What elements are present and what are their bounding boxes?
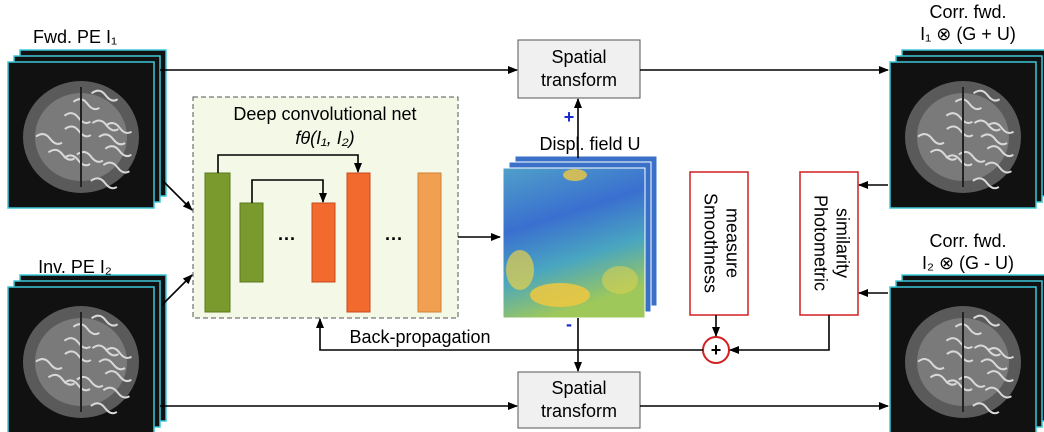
transform-label: Spatial: [551, 378, 606, 398]
backprop-label: Back-propagation: [349, 327, 490, 347]
field-blob: [602, 266, 638, 294]
arrow: [730, 315, 829, 350]
layer: [240, 203, 263, 282]
field-blob: [506, 250, 534, 290]
plus-sign: +: [564, 107, 575, 127]
field-blob: [563, 169, 587, 181]
layer: [312, 203, 335, 282]
output-label: I₂ ⊗ (G - U): [922, 253, 1014, 273]
input-label: Fwd. PE I₁: [33, 27, 117, 47]
transform-label: Spatial: [551, 47, 606, 67]
diagram: Deep convolutional net fθ(I₁, I₂) ··· ··…: [0, 0, 1044, 432]
ellipsis: ···: [278, 229, 296, 249]
loss-label: Smoothness: [700, 193, 720, 293]
layer: [347, 173, 370, 312]
transform-label: transform: [541, 401, 617, 421]
field-blob: [530, 283, 590, 307]
loss-label: measure: [722, 208, 742, 278]
layer: [205, 173, 230, 312]
field-label: Displ. field U: [539, 134, 640, 154]
network-formula: fθ(I₁, I₂): [295, 128, 354, 148]
network-title: Deep convolutional net: [233, 104, 416, 124]
ellipsis: ···: [385, 229, 403, 249]
loss-label: similarity: [832, 208, 852, 278]
output-label: Corr. fwd.: [929, 231, 1006, 251]
loss-label: Photometric: [810, 195, 830, 291]
output-label: I₁ ⊗ (G + U): [920, 24, 1016, 44]
sum-symbol: +: [711, 340, 722, 360]
transform-label: transform: [541, 70, 617, 90]
input-label: Inv. PE I₂: [38, 257, 112, 277]
minus-sign: -: [566, 314, 572, 334]
layer: [418, 173, 441, 312]
output-label: Corr. fwd.: [929, 2, 1006, 22]
